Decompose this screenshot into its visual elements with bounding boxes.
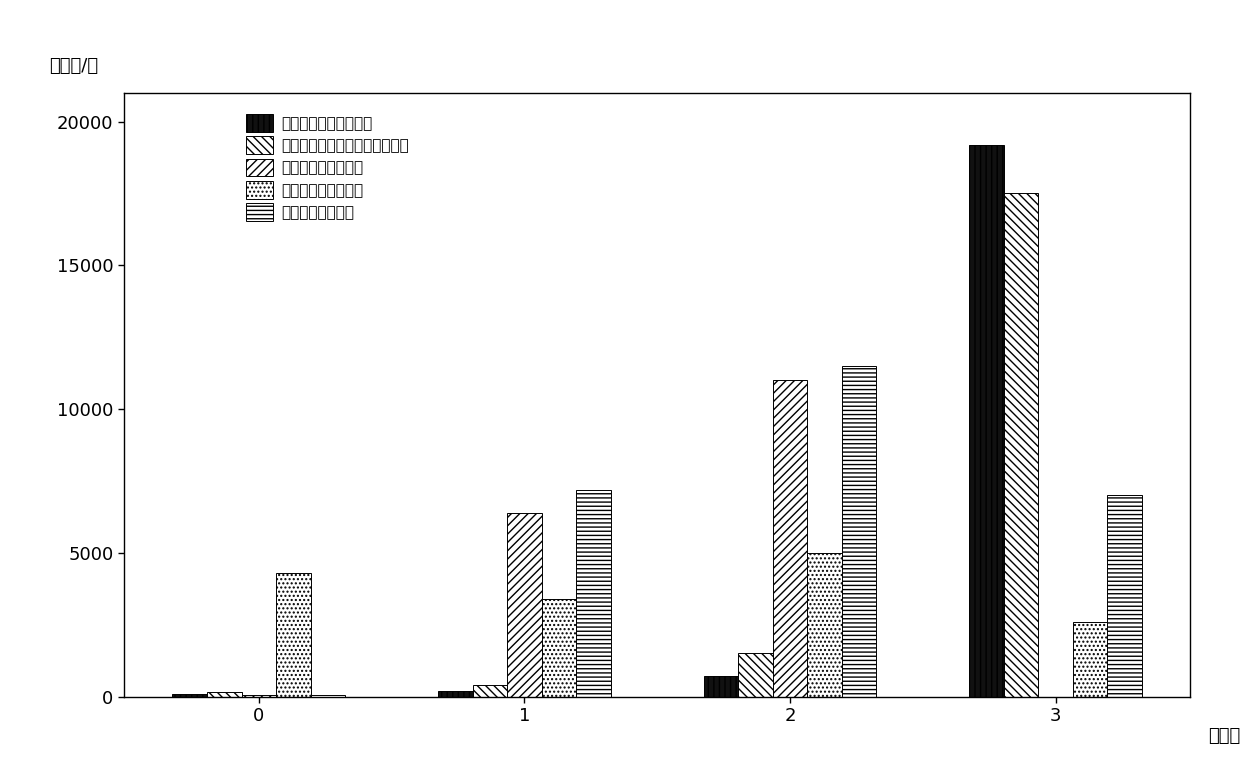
Bar (1107, 495, 1142, 697)
Bar (207, 692, 242, 697)
Bar (507, 512, 542, 697)
Bar (807, 553, 842, 697)
Bar (842, 366, 877, 697)
Bar (970, 145, 1004, 697)
Bar (438, 691, 472, 697)
Bar (172, 694, 207, 697)
Bar (703, 676, 738, 697)
Bar (472, 685, 507, 697)
Legend: 理论最优功率分配方式, 基于路径损耗部分补偿分配方式, 等功率发射分配方式, 等功率接收分配方式, 随机功率分配方式: 理论最优功率分配方式, 基于路径损耗部分补偿分配方式, 等功率发射分配方式, 等… (238, 107, 417, 228)
Bar (577, 490, 611, 697)
Bar (277, 573, 310, 697)
Bar (542, 599, 577, 697)
Text: 样本数/个: 样本数/个 (50, 57, 98, 75)
Bar (738, 653, 773, 697)
Bar (310, 695, 345, 697)
Bar (773, 380, 807, 697)
Bar (1073, 622, 1107, 697)
Bar (1004, 194, 1038, 697)
X-axis label: 用户数/个: 用户数/个 (1209, 727, 1240, 745)
Bar (242, 695, 277, 697)
